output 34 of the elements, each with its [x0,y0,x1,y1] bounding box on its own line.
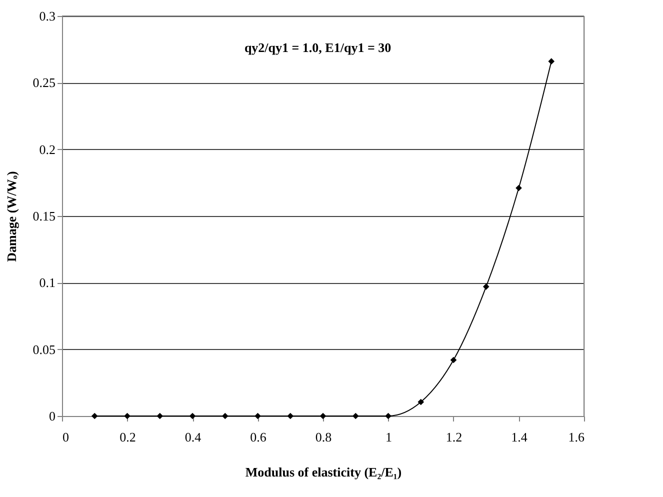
point [385,412,392,420]
point [189,412,196,420]
point [222,412,228,420]
x-tick-label: 1 [386,430,392,444]
point [254,412,261,420]
x-tick-label: 0.8 [315,430,332,444]
point [418,398,424,406]
point [287,412,294,420]
x-tick-label: 1.6 [568,430,585,444]
x-tick-label: 0.2 [120,430,136,444]
x-tick-label: 0 [62,430,69,444]
y-tick-label: 0.05 [32,342,56,357]
y-tick-label: 0.2 [39,142,56,157]
point [548,58,555,64]
x-tick-label: 1.2 [446,430,462,444]
x-axis-title: Modulus of elasticity (E₂/E₁) [245,464,402,480]
annotation: qy2/qy1 = 1.0, E1/qy1 = 30 [244,40,392,55]
x-tick-label: 0.6 [250,430,267,444]
y-tick-label: 0.15 [32,208,56,224]
point [516,184,522,192]
x-tick-label: 0.4 [184,430,202,444]
point [482,284,490,290]
point [124,412,130,420]
point [156,412,164,420]
y-axis-title: Damage (W/Wₒ) [4,171,19,262]
point [91,412,98,420]
y-tick-label: 0 [49,408,56,424]
x-tick-label: 1.4 [511,430,528,444]
y-tick-label: 0.1 [39,275,56,290]
y-tick-label: 0.25 [32,75,56,90]
y-tick-label: 0.3 [39,8,56,24]
point [352,412,359,420]
point [450,356,457,364]
point [320,412,326,420]
